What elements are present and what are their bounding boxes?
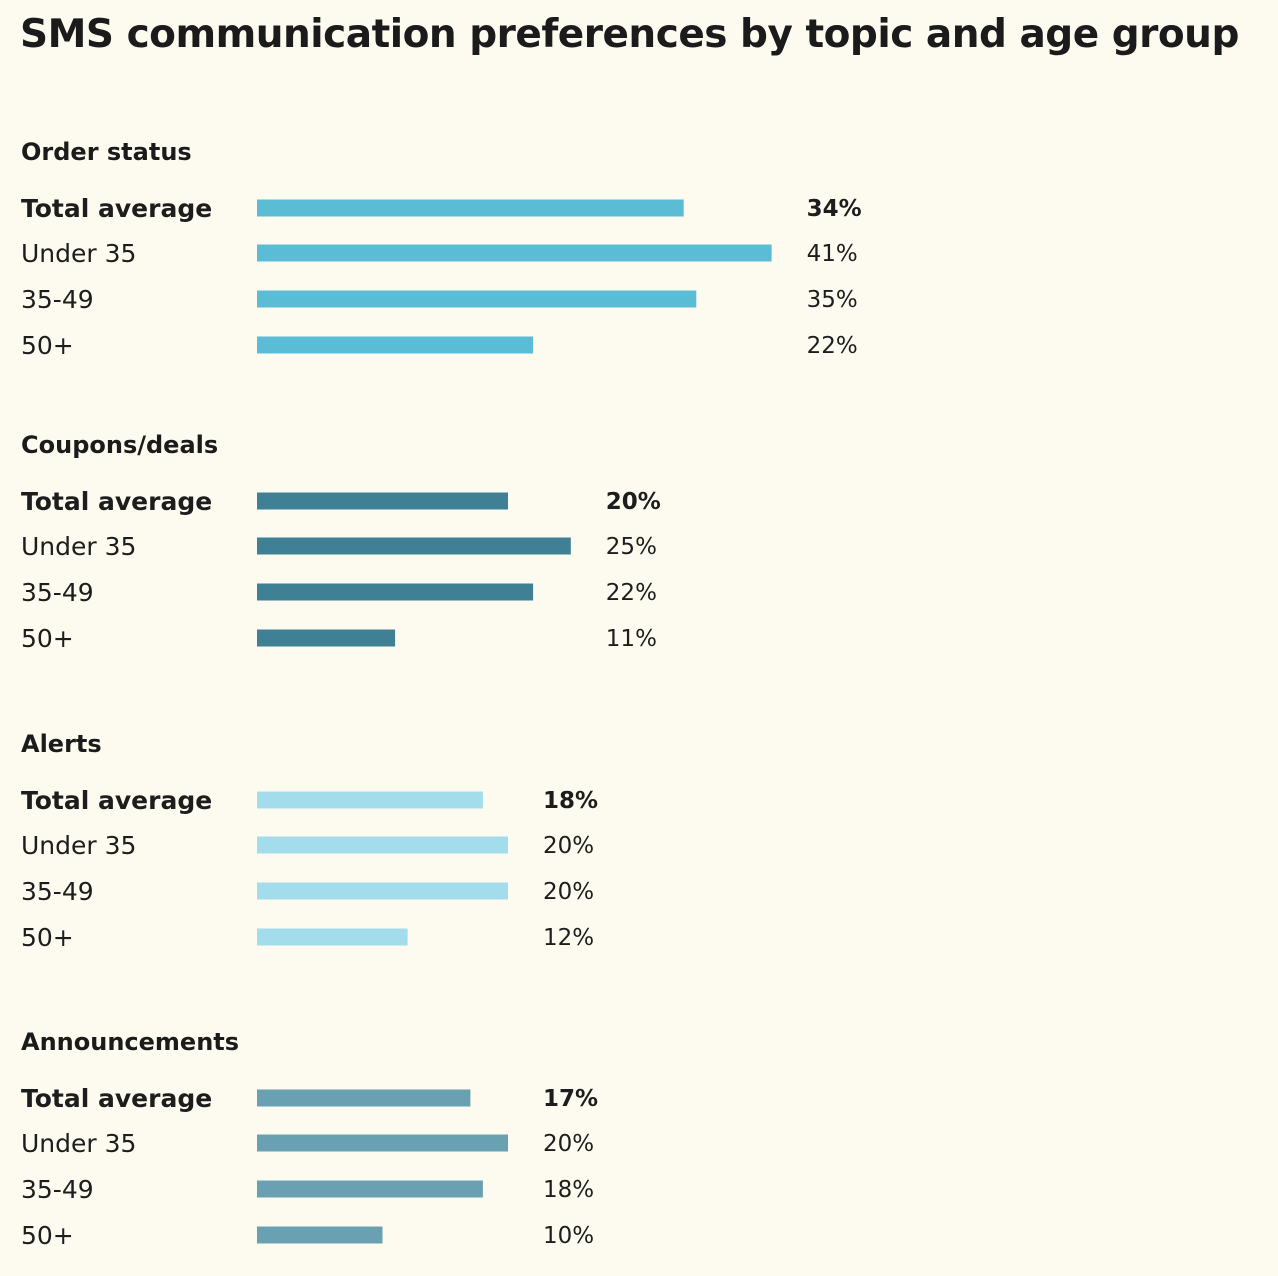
- row-label: 50+: [21, 1221, 74, 1250]
- bar: [257, 199, 684, 217]
- bar: [257, 537, 571, 555]
- value-label: 11%: [606, 626, 657, 652]
- row-label: Under 35: [21, 239, 136, 268]
- value-label: 22%: [606, 580, 657, 606]
- bar: [257, 836, 508, 854]
- row-label: 50+: [21, 624, 74, 653]
- topic-group-alerts: Alerts Total average 18% Under 35 20% 35-49 20…: [21, 730, 598, 952]
- value-label: 25%: [606, 534, 657, 560]
- value-label: 20%: [543, 833, 594, 859]
- row-label: Total average: [21, 786, 212, 815]
- bar: [257, 336, 534, 354]
- value-label: 18%: [543, 788, 598, 814]
- row-label: 50+: [21, 923, 74, 952]
- row-label: Total average: [21, 194, 212, 223]
- topic-group-announcements: Announcements Total average 17% Under 35 20%…: [21, 1028, 598, 1250]
- chart-body: Order status Total average 34% Under 35 41% 3…: [21, 138, 862, 1250]
- bar: [257, 1089, 471, 1107]
- bar: [257, 791, 483, 809]
- bar: [257, 928, 408, 946]
- topic-title: Alerts: [21, 730, 102, 758]
- row-label: Total average: [21, 487, 212, 516]
- value-label: 35%: [807, 287, 858, 313]
- bar: [257, 1134, 508, 1152]
- row-label: Under 35: [21, 532, 136, 561]
- value-label: 22%: [807, 333, 858, 359]
- bar: [257, 290, 697, 308]
- row-label: Total average: [21, 1084, 212, 1113]
- value-label: 18%: [543, 1177, 594, 1203]
- row-label: Under 35: [21, 1129, 136, 1158]
- topic-group-order-status: Order status Total average 34% Under 35 41% 3…: [21, 138, 862, 360]
- value-label: 17%: [543, 1086, 598, 1112]
- chart-title: SMS communication preferences by topic a…: [20, 12, 1239, 57]
- value-label: 10%: [543, 1223, 594, 1249]
- bar: [257, 1226, 383, 1244]
- value-label: 12%: [543, 925, 594, 951]
- value-label: 34%: [807, 196, 862, 222]
- bar: [257, 1180, 483, 1198]
- row-label: Under 35: [21, 831, 136, 860]
- value-label: 20%: [606, 489, 661, 515]
- row-label: 35-49: [21, 285, 94, 314]
- topic-title: Order status: [21, 138, 192, 166]
- value-label: 41%: [807, 241, 858, 267]
- row-label: 35-49: [21, 1175, 94, 1204]
- row-label: 35-49: [21, 578, 94, 607]
- topic-title: Announcements: [21, 1028, 239, 1056]
- bar: [257, 492, 508, 510]
- row-label: 50+: [21, 331, 74, 360]
- topic-group-coupons-deals: Coupons/deals Total average 20% Under 35 25%…: [21, 431, 661, 653]
- row-label: 35-49: [21, 877, 94, 906]
- bar: [257, 583, 534, 601]
- bar: [257, 882, 508, 900]
- value-label: 20%: [543, 1131, 594, 1157]
- bar: [257, 244, 772, 262]
- topic-title: Coupons/deals: [21, 431, 218, 459]
- value-label: 20%: [543, 879, 594, 905]
- bar: [257, 629, 396, 647]
